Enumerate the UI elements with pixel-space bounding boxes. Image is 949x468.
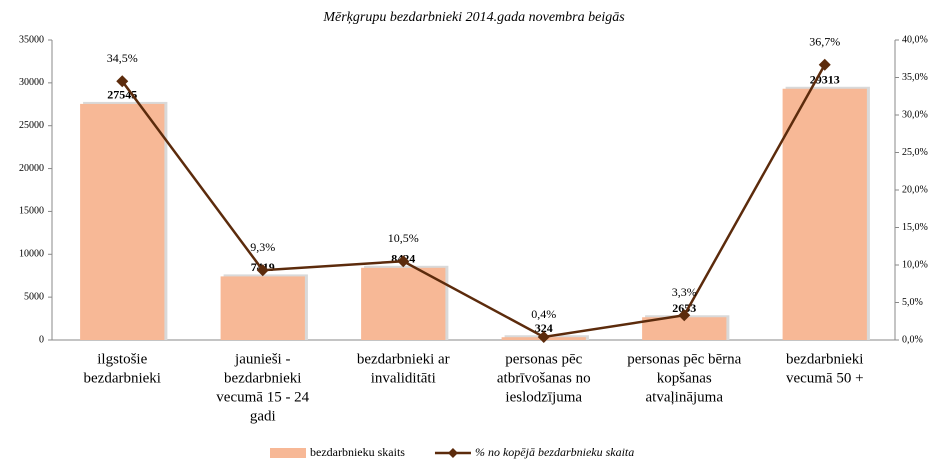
x-tick-label: atbrīvošanas no (497, 370, 591, 386)
y2-tick-label: 0,0% (902, 334, 923, 345)
y-tick-label: 30000 (19, 77, 44, 88)
line-value-label: 36,7% (809, 35, 840, 49)
y-tick-label: 20000 (19, 163, 44, 174)
x-tick-label: bezdarbnieki (84, 370, 161, 386)
line (121, 64, 826, 339)
legend-swatch (270, 448, 306, 458)
x-tick-label: bezdarbnieki (224, 370, 301, 386)
x-tick-label: kopšanas (657, 370, 712, 386)
y2-tick-label: 35,0% (902, 72, 928, 83)
line-marker (397, 255, 410, 268)
line-marker (256, 264, 269, 277)
line-marker (116, 75, 129, 88)
legend-label: bezdarbnieku skaits (310, 445, 405, 459)
line-marker (818, 58, 831, 71)
y2-tick-label: 10,0% (902, 259, 928, 270)
y-tick-label: 0 (39, 334, 44, 345)
y2-tick-label: 25,0% (902, 147, 928, 158)
line-value-label: 9,3% (250, 240, 275, 254)
bar (642, 317, 727, 340)
x-tick-label: vecumā 50 + (786, 370, 864, 386)
x-tick-label: bezdarbnieki (786, 351, 863, 367)
x-tick-label: vecumā 15 - 24 (216, 389, 309, 405)
y2-tick-label: 15,0% (902, 222, 928, 233)
y2-tick-label: 20,0% (902, 184, 928, 195)
line-marker (537, 331, 550, 343)
line-value-label: 0,4% (531, 307, 556, 321)
line-value-label: 3,3% (672, 285, 697, 299)
legend-marker (447, 448, 458, 458)
line-marker (678, 309, 691, 322)
legend-label: % no kopējā bezdarbnieku skaita (475, 445, 634, 459)
x-tick-label: invaliditāti (371, 370, 436, 386)
x-tick-label: atvaļinājuma (646, 389, 724, 405)
bar (782, 88, 867, 340)
x-tick-label: gadi (250, 408, 276, 424)
x-tick-label: bezdarbnieki ar (357, 351, 450, 367)
y-tick-label: 15000 (19, 206, 44, 217)
y2-tick-label: 5,0% (902, 297, 923, 308)
bar (361, 267, 446, 340)
y-tick-label: 10000 (19, 249, 44, 260)
x-tick-label: personas pēc bērna (627, 351, 741, 367)
x-tick-label: ieslodzījuma (505, 389, 582, 405)
x-tick-label: personas pēc (505, 351, 582, 367)
y2-tick-label: 40,0% (902, 34, 928, 45)
bar (80, 103, 165, 341)
bar-value-label: 324 (535, 321, 553, 335)
chart-title: Mērķgrupu bezdarbnieki 2014.gada novembr… (322, 10, 625, 25)
y-tick-label: 35000 (19, 34, 44, 45)
y2-tick-label: 30,0% (902, 109, 928, 120)
y-tick-label: 5000 (24, 291, 44, 302)
x-tick-label: ilgstošie (97, 351, 147, 367)
y-tick-label: 25000 (19, 120, 44, 131)
x-tick-label: jaunieši - (234, 351, 290, 367)
line-value-label: 34,5% (107, 51, 138, 65)
line-value-label: 10,5% (388, 231, 419, 245)
bar (220, 276, 305, 340)
